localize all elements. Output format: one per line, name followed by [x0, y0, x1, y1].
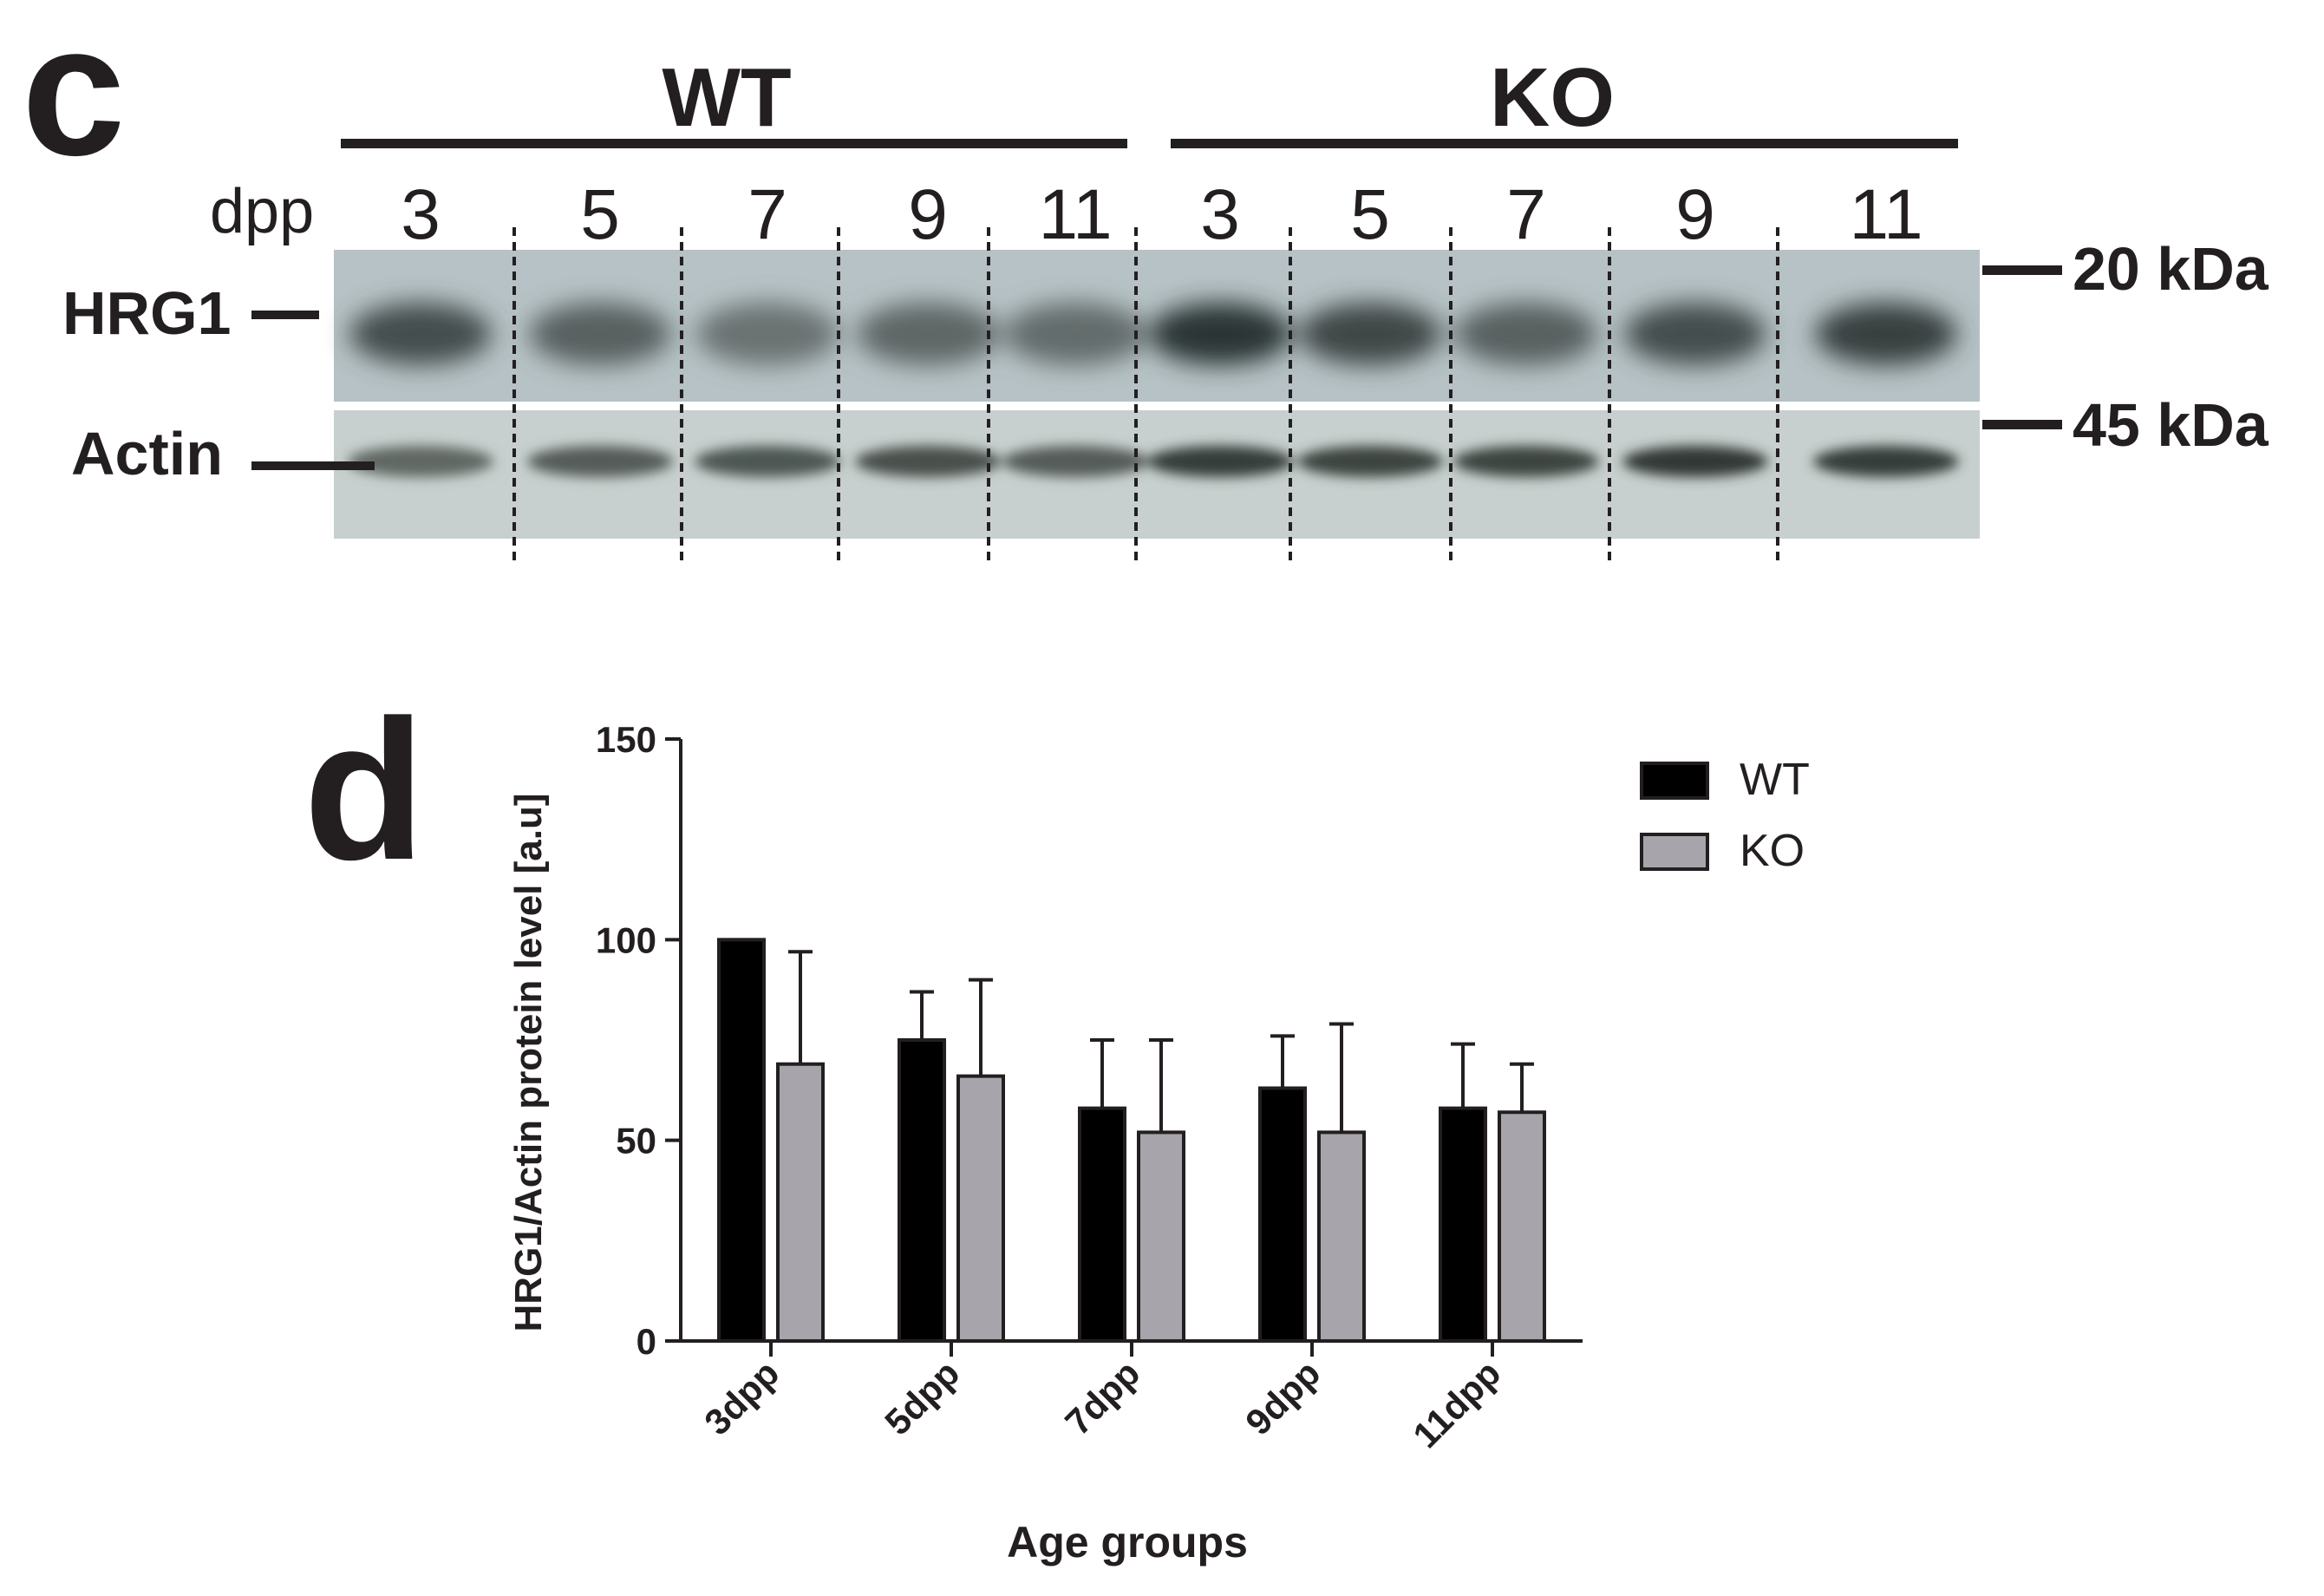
dpp-label: dpp: [210, 177, 314, 246]
actin-band: [1147, 446, 1293, 477]
actin-band: [1622, 446, 1768, 477]
bar-wt-5dpp: [898, 1038, 946, 1343]
bar-ko-9dpp: [1317, 1130, 1366, 1343]
bar-wt-9dpp: [1258, 1086, 1307, 1344]
hrg1-band: [1149, 303, 1291, 365]
legend-swatch-ko: [1640, 833, 1709, 871]
bars: [717, 938, 1546, 1344]
actin-band: [1002, 446, 1148, 477]
bar-wt-7dpp: [1078, 1106, 1126, 1343]
western-blot-panel: c WT KO dpp 3 5 7 9 11 3 5 7 9 11 HRG1 Actin 20 k…: [22, 0, 2269, 564]
lane-label-wt-3: 3: [401, 175, 441, 254]
row-tick-hrg1: [251, 311, 319, 319]
group-label-ko: KO: [1490, 51, 1615, 144]
legend-label-wt: WT: [1740, 755, 1810, 805]
actin-band: [855, 446, 1001, 477]
x-tick-label-11dpp: 11dpp: [1405, 1352, 1508, 1455]
bar-ko-11dpp: [1498, 1110, 1546, 1344]
hrg1-band: [857, 303, 999, 365]
panel-c-label: c: [22, 0, 126, 194]
x-tick-label-3dpp: 3dpp: [696, 1352, 787, 1442]
bar-ko-3dpp: [776, 1062, 825, 1343]
lane-label-wt-9: 9: [908, 175, 948, 254]
x-tick-label-9dpp: 9dpp: [1237, 1352, 1328, 1442]
hrg1-band: [1299, 303, 1441, 365]
legend-swatch-wt: [1640, 762, 1709, 800]
marker-label-45kda: 45 kDa: [2073, 391, 2269, 459]
row-tick-actin: [251, 461, 375, 470]
bar-wt-11dpp: [1439, 1106, 1487, 1343]
lane-label-wt-7: 7: [747, 175, 787, 254]
hrg1-band: [349, 303, 492, 365]
y-axis: 0 50 100 150: [596, 719, 682, 1362]
hrg1-band: [529, 303, 671, 365]
y-tick-label: 50: [616, 1121, 656, 1161]
bar-chart-panel: d HRG1/Actin protein level [a.u] 0 50 100 1…: [304, 678, 1810, 1567]
hrg1-band: [1455, 303, 1597, 365]
actin-band: [1297, 446, 1443, 477]
panel-d-label: d: [304, 678, 426, 901]
hrg1-band: [1004, 303, 1146, 365]
hrg1-band: [1624, 303, 1766, 365]
lane-labels: 3 5 7 9 11 3 5 7 9 11: [401, 175, 1923, 254]
bar-ko-5dpp: [956, 1074, 1005, 1343]
row-label-actin: Actin: [71, 420, 223, 487]
lane-label-wt-11: 11: [1038, 175, 1112, 254]
actin-band: [695, 446, 840, 477]
marker-tick-20kda: [1982, 265, 2062, 275]
row-label-hrg1: HRG1: [62, 279, 231, 347]
lane-label-ko-9: 9: [1675, 175, 1715, 254]
y-tick-label: 100: [596, 919, 656, 960]
lane-label-wt-5: 5: [580, 175, 620, 254]
actin-band: [527, 446, 673, 477]
y-tick-label: 150: [596, 719, 656, 760]
group-bar-wt: [341, 139, 1127, 148]
actin-band: [348, 446, 493, 477]
bar-wt-3dpp: [717, 938, 766, 1344]
x-axis-label: Age groups: [1007, 1518, 1248, 1567]
actin-band: [1813, 446, 1959, 477]
group-bar-ko: [1171, 139, 1958, 148]
marker-tick-45kda: [1982, 420, 2062, 429]
hrg1-bands: [349, 303, 1957, 365]
legend-label-ko: KO: [1740, 826, 1805, 876]
y-tick-label: 0: [636, 1321, 656, 1362]
y-axis-label: HRG1/Actin protein level [a.u]: [507, 794, 550, 1332]
lane-label-ko-3: 3: [1200, 175, 1240, 254]
hrg1-band: [1815, 303, 1957, 365]
x-axis: 3dpp 5dpp 7dpp 9dpp 11dpp: [681, 1339, 1583, 1455]
lane-label-ko-11: 11: [1849, 175, 1923, 254]
lane-label-ko-5: 5: [1350, 175, 1390, 254]
hrg1-band: [696, 303, 839, 365]
bar-ko-7dpp: [1137, 1130, 1185, 1343]
marker-label-20kda: 20 kDa: [2073, 235, 2269, 303]
actin-band: [1453, 446, 1599, 477]
lane-separators: [512, 227, 1779, 564]
x-tick-label-7dpp: 7dpp: [1057, 1352, 1147, 1442]
x-tick-label-5dpp: 5dpp: [877, 1352, 967, 1442]
actin-bands: [348, 446, 1959, 477]
lane-label-ko-7: 7: [1506, 175, 1546, 254]
legend: WT KO: [1640, 755, 1810, 876]
group-label-wt: WT: [662, 51, 791, 144]
